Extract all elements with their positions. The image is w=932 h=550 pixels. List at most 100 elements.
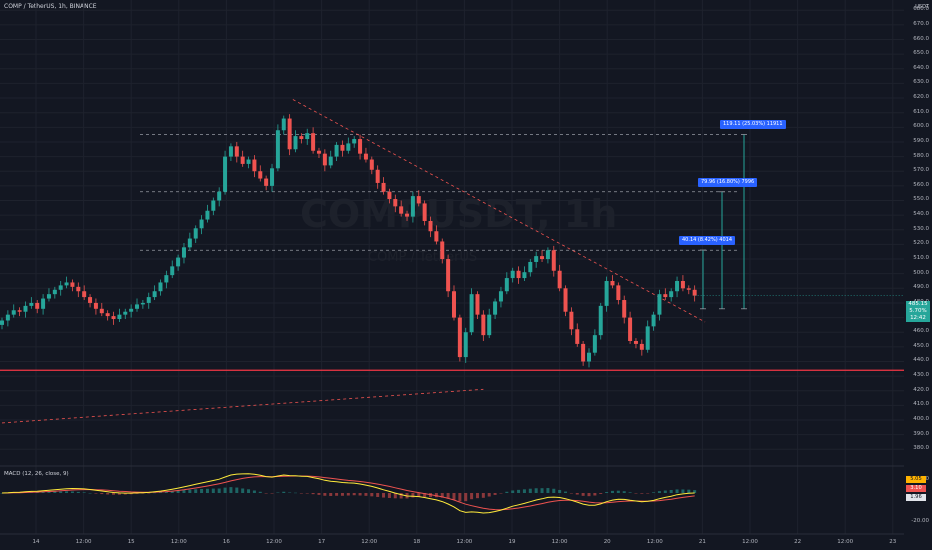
price-chart[interactable] <box>0 0 904 550</box>
candle-body <box>76 286 81 292</box>
macd-histogram-bar <box>393 493 397 499</box>
macd-histogram-bar <box>634 493 638 494</box>
candle-body <box>534 256 539 262</box>
candle-body <box>275 130 280 169</box>
candle-body <box>305 133 310 140</box>
price-tick-label: 670.0 <box>913 20 929 27</box>
time-tick-label: 12:00 <box>170 539 187 545</box>
candle-body <box>481 314 486 336</box>
candle-body <box>551 250 556 271</box>
macd-histogram-bar <box>340 493 344 496</box>
time-tick-label: 12:00 <box>646 539 663 545</box>
macd-histogram-bar <box>112 493 116 495</box>
macd-histogram-bar <box>294 492 297 494</box>
candle-body <box>493 301 498 315</box>
projection-label: 119.11 (25.03%) 11911 <box>720 120 786 130</box>
candle-body <box>17 310 22 312</box>
candle-body <box>510 270 515 279</box>
candle-body <box>598 305 603 336</box>
candle-body <box>58 285 63 290</box>
macd-histogram-bar <box>446 493 450 499</box>
time-tick-label: 17 <box>318 539 326 545</box>
candle-body <box>299 136 304 140</box>
candle-body <box>457 317 462 358</box>
projection-label: 79.96 (16.80%) 7996 <box>698 177 758 187</box>
candle-body <box>469 294 474 333</box>
macd-histogram-bar <box>528 488 532 493</box>
macd-histogram-bar <box>311 493 315 495</box>
candle-body <box>293 136 298 150</box>
macd-histogram-bar <box>487 493 491 497</box>
candle-body <box>146 297 151 303</box>
candle-body <box>82 291 87 298</box>
price-tick-label: 440.0 <box>913 357 929 364</box>
time-tick-label: 20 <box>603 539 611 545</box>
candle-body <box>369 159 374 170</box>
macd-histogram-bar <box>640 493 644 494</box>
candle-body <box>628 317 633 341</box>
macd-histogram-bar <box>217 488 221 493</box>
candle-body <box>240 156 245 164</box>
macd-histogram-bar <box>511 490 515 493</box>
candle-body <box>346 143 351 151</box>
candle-body <box>140 302 145 305</box>
macd-histogram-bar <box>652 492 656 493</box>
candle-body <box>176 257 181 267</box>
macd-histogram-bar <box>264 493 268 494</box>
candle-body <box>129 308 134 312</box>
candle-body <box>440 241 445 260</box>
macd-histogram-bar <box>605 492 609 493</box>
candle-body <box>70 282 75 287</box>
time-tick-label: 19 <box>508 539 516 545</box>
price-tick-label: 420.0 <box>913 386 929 393</box>
macd-histogram-bar <box>53 491 57 493</box>
macd-histogram-bar <box>147 493 151 494</box>
candle-body <box>281 118 286 131</box>
macd-histogram-bar <box>423 493 427 497</box>
macd-histogram-bar <box>252 490 256 493</box>
time-tick-label: 23 <box>889 539 897 545</box>
time-tick-label: 18 <box>413 539 421 545</box>
macd-histogram-bar <box>317 493 321 495</box>
macd-histogram-bar <box>88 492 92 494</box>
macd-histogram-bar <box>552 488 556 493</box>
macd-histogram-bar <box>493 493 497 495</box>
candle-body <box>64 282 69 286</box>
macd-histogram-badge: 5.05 <box>906 476 926 483</box>
time-tick-label: 15 <box>127 539 135 545</box>
candle-body <box>29 302 34 306</box>
candle-body <box>234 146 239 157</box>
price-tick-label: 550.0 <box>913 196 929 203</box>
macd-histogram-bar <box>687 489 691 493</box>
macd-histogram-bar <box>182 490 186 493</box>
candle-body <box>11 310 16 315</box>
candle-body <box>123 311 128 315</box>
candle-body <box>187 238 192 248</box>
macd-histogram-bar <box>106 493 110 495</box>
price-tick-label: 460.0 <box>913 328 929 335</box>
candle-body <box>675 280 680 292</box>
macd-histogram-bar <box>153 492 157 494</box>
macd-histogram-bar <box>681 489 685 493</box>
candle-body <box>592 335 597 353</box>
time-tick-label: 16 <box>222 539 230 545</box>
candle-body <box>99 308 104 314</box>
candle-body <box>657 294 662 315</box>
candle-body <box>680 280 685 289</box>
price-axis[interactable]: USDT 380.0 390.0 400.0 410.0 420.0 430.0 440.0… <box>904 0 932 550</box>
macd-histogram-bar <box>211 488 215 493</box>
time-tick-label: 21 <box>698 539 706 545</box>
macd-histogram-bar <box>387 493 391 498</box>
candle-body <box>381 182 386 192</box>
macd-histogram-bar <box>364 493 368 496</box>
candle-body <box>540 256 545 260</box>
candle-body <box>117 314 122 320</box>
macd-histogram-bar <box>628 492 632 493</box>
candle-body <box>258 171 263 179</box>
time-tick-label: 12:00 <box>837 539 854 545</box>
candle-body <box>23 305 28 312</box>
candle-body <box>199 219 204 229</box>
macd-histogram-bar <box>41 491 45 493</box>
macd-histogram-bar <box>581 493 585 496</box>
price-change-value: 5.70% <box>909 308 927 314</box>
